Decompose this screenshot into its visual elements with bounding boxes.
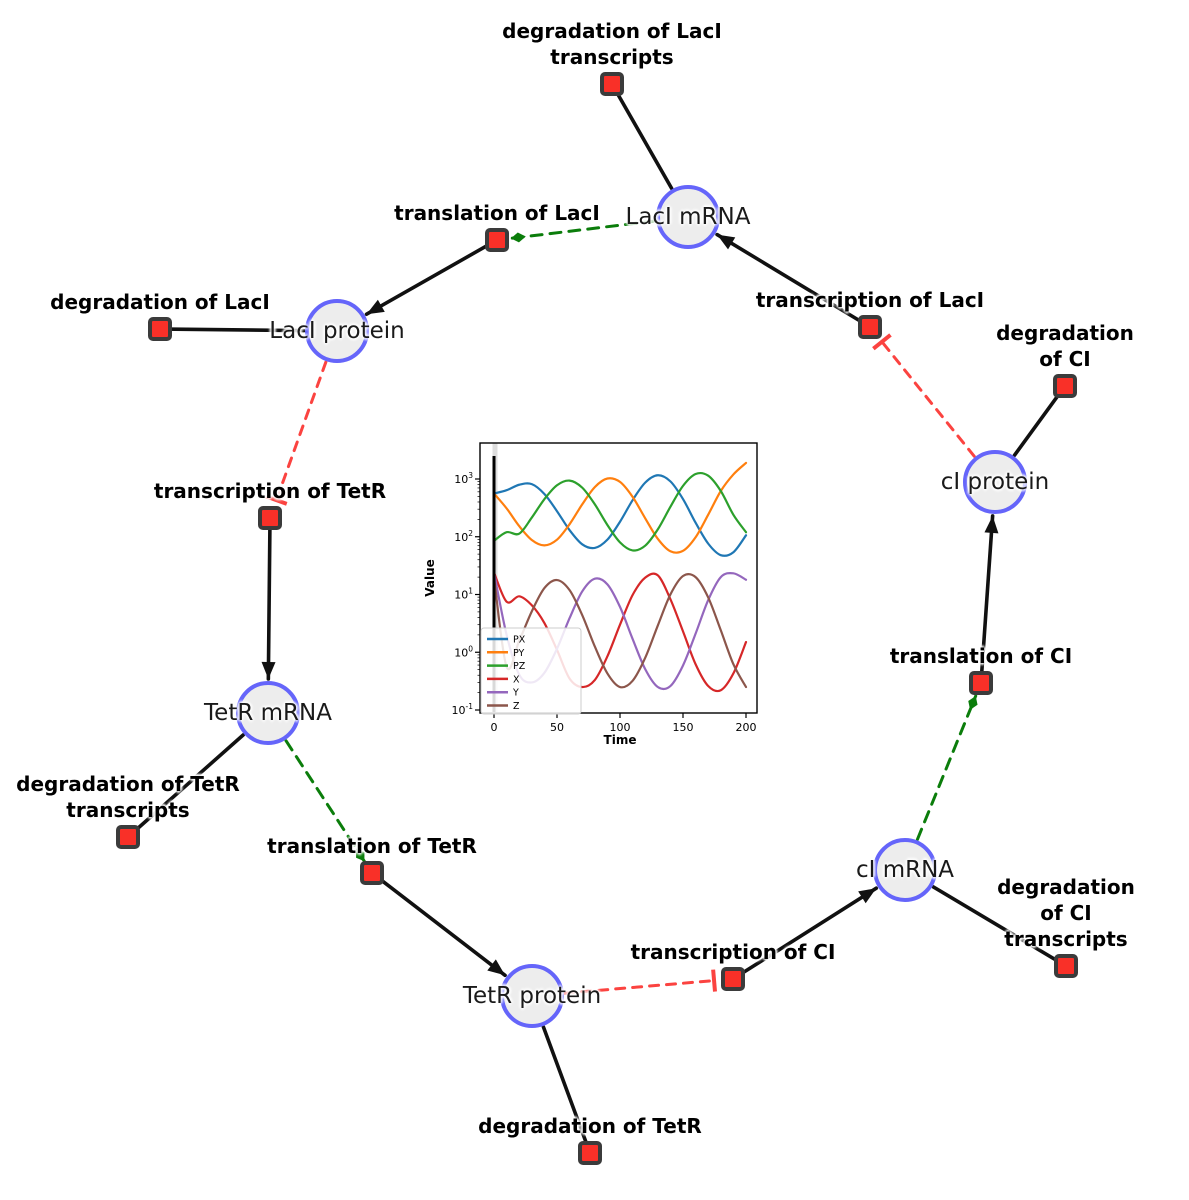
series-PY	[492, 461, 748, 554]
reaction-transc_ci[interactable]	[721, 967, 745, 991]
legend-label-PX: PX	[513, 635, 526, 646]
edge-consumption-laci_protein-deg_laci	[162, 327, 306, 333]
x-tick-label: 0	[491, 721, 498, 734]
reaction-transc_laci[interactable]	[858, 315, 882, 339]
legend-label-Y: Y	[512, 688, 519, 699]
species-label-ci_protein: cI protein	[940, 469, 1050, 495]
species-tetr_protein[interactable]	[500, 964, 564, 1028]
timecourse-inset: 0 50 100 150 200 10-1 100 101 102 103 Time Value PX P…	[420, 433, 782, 763]
species-label-laci_mrna: LacI mRNA	[625, 204, 751, 230]
legend-label-PY: PY	[513, 648, 525, 659]
edge-inhibition-ci_protein-transc_laci	[872, 333, 976, 458]
reaction-label-deg_tetr: degradation of TetR	[478, 1114, 702, 1138]
x-tick-label: 150	[673, 721, 694, 734]
legend-label-PZ: PZ	[513, 661, 526, 672]
edge-production-transl_laci-laci_protein	[364, 241, 494, 316]
reaction-label-transc_tetr: transcription of TetR	[153, 479, 387, 503]
reaction-label-deg_tetr_tx: degradation of TetR transcripts	[16, 772, 240, 822]
species-ci_mrna[interactable]	[873, 838, 937, 902]
edge-consumption-tetr_mrna-deg_tetr_tx	[129, 733, 246, 837]
legend-label-X: X	[513, 674, 520, 685]
reaction-transl_tetr[interactable]	[360, 861, 384, 885]
series-PX	[492, 474, 748, 557]
chart-legend: PX PY PZ XYZ	[480, 627, 582, 715]
series-PZ	[492, 471, 748, 552]
reaction-label-deg_ci_tx: degradation of CI transcripts	[997, 875, 1135, 951]
edge-inhibition-laci_protein-transc_tetr	[265, 360, 328, 506]
species-ci_protein[interactable]	[963, 450, 1027, 514]
edge-production-transl_tetr-tetr_protein	[374, 874, 507, 978]
reaction-deg_laci_tx[interactable]	[600, 72, 624, 96]
reaction-label-deg_laci: degradation of LacI	[50, 290, 270, 314]
y-axis-label: Value	[423, 559, 437, 597]
reaction-label-transl_tetr: translation of TetR	[267, 834, 477, 858]
reaction-label-deg_laci_tx: degradation of LacI transcripts	[502, 19, 722, 69]
species-tetr_mrna[interactable]	[236, 681, 300, 745]
reaction-transl_laci[interactable]	[485, 228, 509, 252]
x-tick-label: 50	[550, 721, 564, 734]
legend-label-Z: Z	[513, 701, 520, 712]
edge-consumption-tetr_protein-deg_tetr	[541, 1025, 591, 1152]
reaction-label-transc_ci: transcription of CI	[630, 940, 836, 964]
reaction-deg_laci[interactable]	[148, 317, 172, 341]
x-axis-label: Time	[604, 733, 637, 747]
species-label-tetr_mrna: TetR mRNA	[204, 700, 332, 726]
species-label-ci_mrna: cI mRNA	[855, 857, 955, 883]
plot-frame	[479, 442, 758, 714]
edge-consumption-laci_mrna-deg_laci_tx	[612, 85, 674, 191]
reaction-transc_tetr[interactable]	[258, 506, 282, 530]
edge-inhibition-tetr_protein-transc_ci	[563, 969, 717, 995]
edge-catalysis-laci_mrna-transl_laci	[509, 219, 657, 243]
edge-consumption-ci_protein-deg_ci	[1012, 387, 1065, 458]
reaction-deg_tetr[interactable]	[578, 1141, 602, 1165]
series-X	[492, 571, 748, 693]
edge-production-transl_ci-ci_protein	[979, 514, 999, 679]
species-label-tetr_protein: TetR protein	[462, 983, 602, 1009]
x-tick-label: 100	[610, 721, 631, 734]
reaction-label-transl_ci: translation of CI	[889, 644, 1073, 668]
reaction-deg_ci_tx[interactable]	[1054, 954, 1078, 978]
reaction-label-transc_laci: transcription of LacI	[755, 288, 985, 312]
edge-catalysis-tetr_mrna-transl_tetr	[284, 739, 366, 863]
timecourse-chart: 0 50 100 150 20010-1100101102103TimeValuePXP…	[420, 433, 782, 763]
edge-consumption-ci_mrna-deg_ci_tx	[931, 885, 1065, 966]
species-laci_protein[interactable]	[305, 299, 369, 363]
reaction-transl_ci[interactable]	[969, 671, 993, 695]
series-Z	[492, 573, 748, 689]
species-laci_mrna[interactable]	[656, 185, 720, 249]
reaction-label-transl_laci: translation of LacI	[394, 201, 600, 225]
edge-production-transc_tetr-tetr_mrna	[261, 522, 276, 681]
reaction-deg_ci[interactable]	[1053, 374, 1077, 398]
species-label-laci_protein: LacI protein	[269, 318, 405, 344]
reaction-label-deg_ci: degradation of CI	[996, 321, 1134, 371]
reaction-deg_tetr_tx[interactable]	[116, 825, 140, 849]
edge-production-transc_laci-laci_mrna	[715, 232, 867, 326]
x-tick-label: 200	[736, 721, 757, 734]
edge-production-transc_ci-ci_mrna	[736, 886, 879, 978]
edge-catalysis-ci_mrna-transl_ci	[915, 694, 978, 841]
